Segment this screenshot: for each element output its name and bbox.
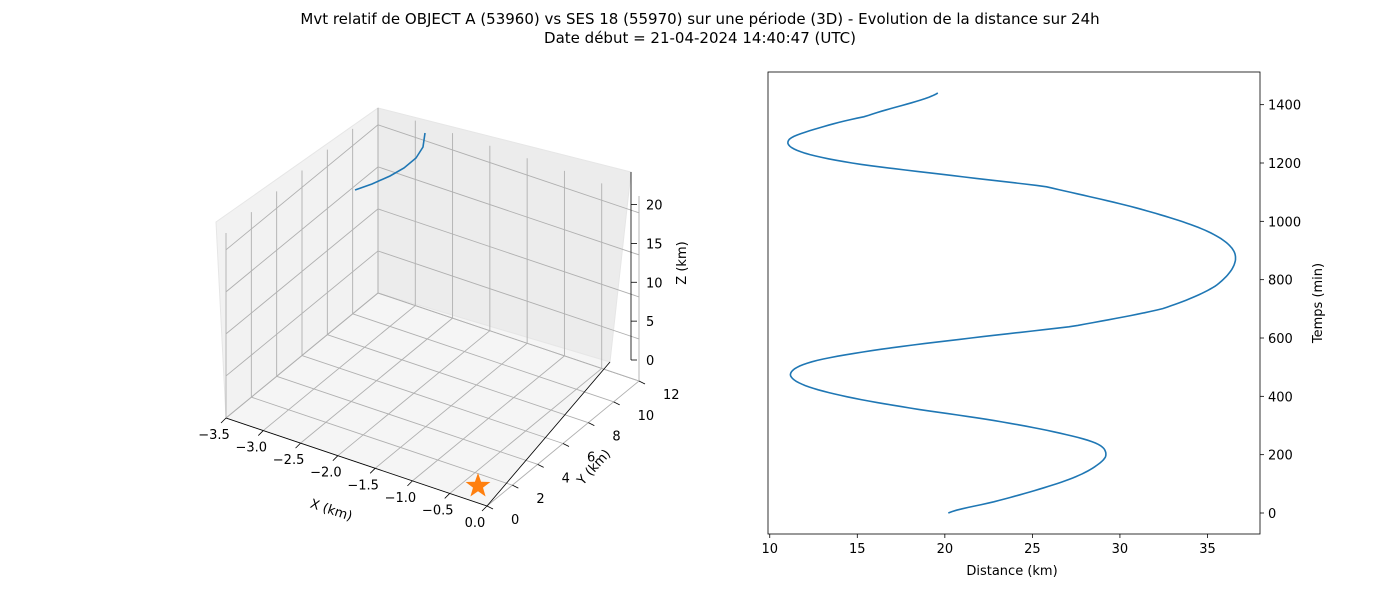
- y-tick-label: 1000: [1268, 215, 1301, 230]
- z-tick-label: 20: [646, 199, 663, 214]
- grid-line-z: [225, 124, 640, 251]
- x-tick-label: 20: [937, 542, 954, 557]
- y-tick: [562, 443, 570, 447]
- y-tick-label: 4: [562, 471, 570, 486]
- x-tick-label: 10: [761, 542, 778, 557]
- y-tick-label: 2: [536, 492, 544, 507]
- z-tick-label: 10: [646, 276, 663, 291]
- y-tick-label: 1200: [1268, 157, 1301, 172]
- grid-line-z: [225, 166, 640, 293]
- y-tick-label: 6: [587, 451, 595, 466]
- y-tick-label: 600: [1268, 332, 1293, 347]
- x-tick-label: 25: [1024, 542, 1041, 557]
- x-tick: [444, 493, 450, 499]
- y-tick-label: 10: [638, 409, 655, 424]
- x-tick-label: −0.5: [422, 503, 454, 518]
- y-tick: [512, 484, 519, 489]
- y-tick: [613, 401, 620, 406]
- x-tick: [481, 505, 488, 512]
- chart-subtitle: Date début = 21-04-2024 14:40:47 (UTC): [544, 29, 856, 47]
- x-tick-label: −3.5: [198, 428, 230, 443]
- y-tick: [638, 380, 646, 385]
- x-tick-label: −2.0: [310, 466, 342, 481]
- z-axis-label: Z (km): [675, 241, 690, 284]
- x-tick-label: 0.0: [465, 516, 486, 531]
- y-tick-label: 400: [1268, 390, 1293, 405]
- x-axis-label: Distance (km): [966, 564, 1057, 579]
- y-tick-label: 800: [1268, 274, 1293, 289]
- x-tick-label: −1.0: [385, 491, 417, 506]
- x-tick: [258, 430, 264, 436]
- z-tick-label: 0: [646, 354, 654, 369]
- y-tick-label: 8: [612, 430, 620, 445]
- x-tick: [407, 480, 413, 487]
- x-tick: [220, 417, 227, 424]
- x-tick-label: 35: [1199, 542, 1216, 557]
- z-tick-label: 15: [646, 237, 663, 252]
- x-tick: [369, 468, 376, 474]
- grid-line-z: [225, 208, 640, 335]
- x-tick-label: −1.5: [347, 478, 379, 493]
- axes-3d: [220, 172, 646, 512]
- y-tick-label: 12: [663, 388, 680, 403]
- x-tick: [332, 455, 339, 461]
- chart-3d-trajectory: −3.5 −3.0 −2.5 −2.0 −1.5 −1.0 −0.5 0.0 0 2 4 6 8 10 12…: [198, 107, 690, 531]
- x-axis-label: X (km): [308, 497, 354, 525]
- chart-title: Mvt relatif de OBJECT A (53960) vs SES 1…: [300, 10, 1100, 28]
- plot-area: [767, 71, 1261, 535]
- y-tick-label: 0: [1268, 507, 1276, 522]
- series-line-3d: [354, 132, 426, 191]
- grid-line-z: [225, 250, 640, 377]
- z-tick-label: 5: [646, 315, 654, 330]
- x-tick-label: −2.5: [273, 453, 305, 468]
- y-tick: [588, 422, 595, 427]
- y-tick: [537, 463, 544, 468]
- y-tick: [486, 505, 494, 510]
- x-axis-line: [225, 417, 488, 507]
- x-tick: [295, 442, 301, 449]
- x-tick-label: 15: [849, 542, 866, 557]
- series-line-distance: [787, 92, 1237, 514]
- star-marker: [465, 473, 491, 497]
- y-tick-label: 200: [1268, 449, 1293, 464]
- y-tick-label: 0: [511, 513, 519, 528]
- x-tick-label: −3.0: [235, 441, 267, 456]
- x-tick-label: 30: [1112, 542, 1129, 557]
- y-tick-label: 1400: [1268, 99, 1301, 114]
- ticklabels-3d: −3.5 −3.0 −2.5 −2.0 −1.5 −1.0 −0.5 0.0 0 2 4 6 8 10 12…: [198, 199, 679, 531]
- y-axis-label: Temps (min): [1311, 263, 1326, 344]
- y-axis-line: [486, 361, 611, 507]
- chart-distance-over-time: 10 15 20 25 30 35 0 200 400 600 800 1000 1200 1400 Dis…: [761, 71, 1326, 579]
- grid-line-z: [225, 292, 640, 419]
